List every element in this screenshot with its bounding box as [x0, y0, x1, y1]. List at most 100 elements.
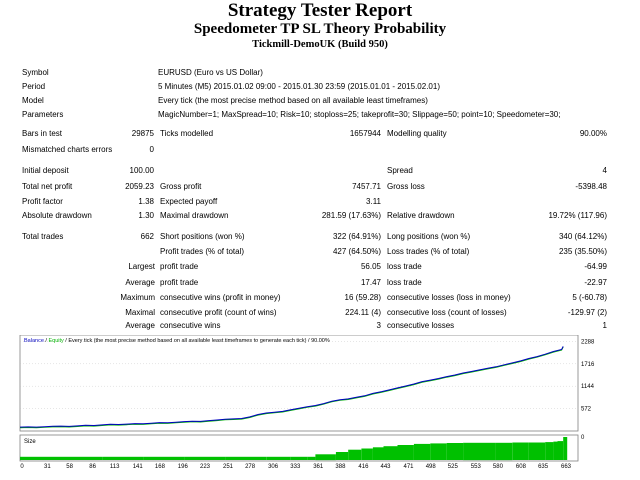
x-tick-label: 86 [89, 464, 96, 470]
stat-value: 19.72% (117.96) [548, 211, 607, 220]
y-tick-label: 1716 [581, 362, 595, 368]
stat-label: Loss trades (% of total) [387, 247, 470, 256]
stat-value: 56.05 [360, 262, 381, 271]
size-bar [512, 442, 529, 460]
stat-value: 3 [376, 321, 381, 330]
x-tick-label: 608 [516, 464, 527, 470]
size-bar [495, 442, 513, 461]
balance-chart: Balance / Equity / Every tick (the most … [19, 335, 595, 470]
x-tick-label: 333 [290, 464, 301, 470]
size-bar [463, 442, 480, 461]
stat-value: 1 [602, 321, 607, 330]
stat-label: Short positions (won %) [160, 232, 245, 241]
legend-balance: Balance [24, 338, 44, 344]
size-bar [225, 456, 267, 460]
stat-label: Maximal drawdown [160, 211, 229, 220]
size-bar [335, 452, 349, 460]
size-bar [361, 448, 373, 460]
stat-label: Profit trades (% of total) [160, 247, 245, 256]
stat-label: Gross profit [160, 182, 202, 191]
x-tick-label: 31 [44, 464, 51, 470]
stat-value: 1.30 [138, 211, 154, 220]
stat-label: Mismatched charts errors [22, 145, 113, 154]
size-bar [528, 442, 546, 460]
size-bar [383, 446, 398, 460]
expert-name: Speedometer TP SL Theory Probability [193, 21, 447, 37]
stat-label: consecutive profit (count of wins) [160, 308, 277, 317]
stat-value: 1.38 [138, 197, 154, 206]
stat-label: Total net profit [22, 182, 73, 191]
setting-value: 5 Minutes (M5) 2015.01.02 09:00 - 2015.0… [158, 82, 440, 91]
y-tick-label: 572 [581, 407, 592, 413]
size-bar [143, 456, 185, 460]
size-bar [430, 443, 447, 460]
size-bar [307, 456, 316, 460]
size-bar [545, 442, 554, 460]
size-bar [290, 456, 308, 460]
x-tick-label: 361 [313, 464, 324, 470]
stat-value: 4 [602, 166, 607, 175]
stat-value: 340 (64.12%) [558, 232, 607, 241]
stat-label: profit trade [160, 262, 199, 271]
size-label: Size [24, 439, 36, 445]
stat-label: consecutive wins (profit in money) [160, 293, 281, 302]
stat-value: 3.11 [366, 197, 381, 206]
setting-value: EURUSD (Euro vs US Dollar) [158, 68, 263, 77]
stat-label: Total trades [22, 232, 64, 241]
stat-label: Modelling quality [387, 129, 447, 138]
x-tick-label: 663 [561, 464, 572, 470]
stat-label: loss trade [387, 262, 422, 271]
stat-prefix: Average [125, 321, 155, 330]
report-title: Strategy Tester Report [227, 0, 413, 21]
stat-label: Ticks modelled [160, 129, 214, 138]
size-bar [315, 454, 336, 461]
size-bar [184, 456, 226, 460]
stat-label: consecutive losses (loss in money) [387, 293, 511, 302]
setting-value: MagicNumber=1; MaxSpread=10; Risk=10; st… [158, 110, 561, 119]
stat-label: Initial deposit [22, 166, 69, 175]
stat-value: 16 (59.28) [344, 293, 381, 302]
chart-main-frame [19, 335, 579, 432]
x-tick-label: 553 [471, 464, 482, 470]
size-bar [413, 443, 431, 460]
size-bar [266, 456, 291, 460]
setting-label: Symbol [22, 68, 49, 77]
x-tick-label: 141 [133, 464, 144, 470]
size-bar [20, 456, 61, 460]
setting-label: Parameters [22, 110, 64, 119]
size-bar [479, 442, 496, 461]
stat-value: 7457.71 [352, 182, 381, 191]
legend-model: / Every tick (the most precise method ba… [64, 338, 330, 344]
size-bar [563, 437, 568, 460]
stat-value: 90.00% [579, 129, 607, 138]
x-tick-label: 443 [380, 464, 391, 470]
stat-value: 29875 [131, 129, 154, 138]
x-tick-label: 416 [358, 464, 369, 470]
stat-prefix: Average [125, 278, 155, 287]
setting-value: Every tick (the most precise method base… [158, 96, 428, 105]
x-tick-label: 0 [20, 464, 24, 470]
size-bar [557, 441, 564, 460]
x-tick-label: 498 [426, 464, 437, 470]
stat-value: 5 (-60.78) [572, 293, 607, 302]
y-tick-label: 2288 [581, 339, 595, 345]
svg-text:Balance / Equity / Every tick: Balance / Equity / Every tick (the most … [24, 338, 330, 344]
size-bar [372, 447, 384, 460]
size-zero-label: 0 [581, 435, 585, 441]
stat-value: 224.11 (4) [345, 308, 381, 317]
x-tick-label: 278 [245, 464, 256, 470]
legend-equity: Equity [48, 338, 64, 344]
legend-sep: / [44, 338, 49, 344]
stat-value: 281.59 (17.63%) [321, 211, 381, 220]
stat-label: Spread [387, 166, 413, 175]
stat-value: 2059.23 [125, 182, 154, 191]
stat-label: Gross loss [387, 182, 425, 191]
x-tick-label: 113 [110, 464, 120, 470]
stat-label: Absolute drawdown [22, 211, 92, 220]
stat-label: profit trade [160, 278, 199, 287]
stat-label: Long positions (won %) [387, 232, 471, 241]
stat-value: 662 [140, 232, 154, 241]
size-bar [446, 443, 464, 460]
x-tick-label: 388 [335, 464, 346, 470]
stat-label: Relative drawdown [387, 211, 455, 220]
